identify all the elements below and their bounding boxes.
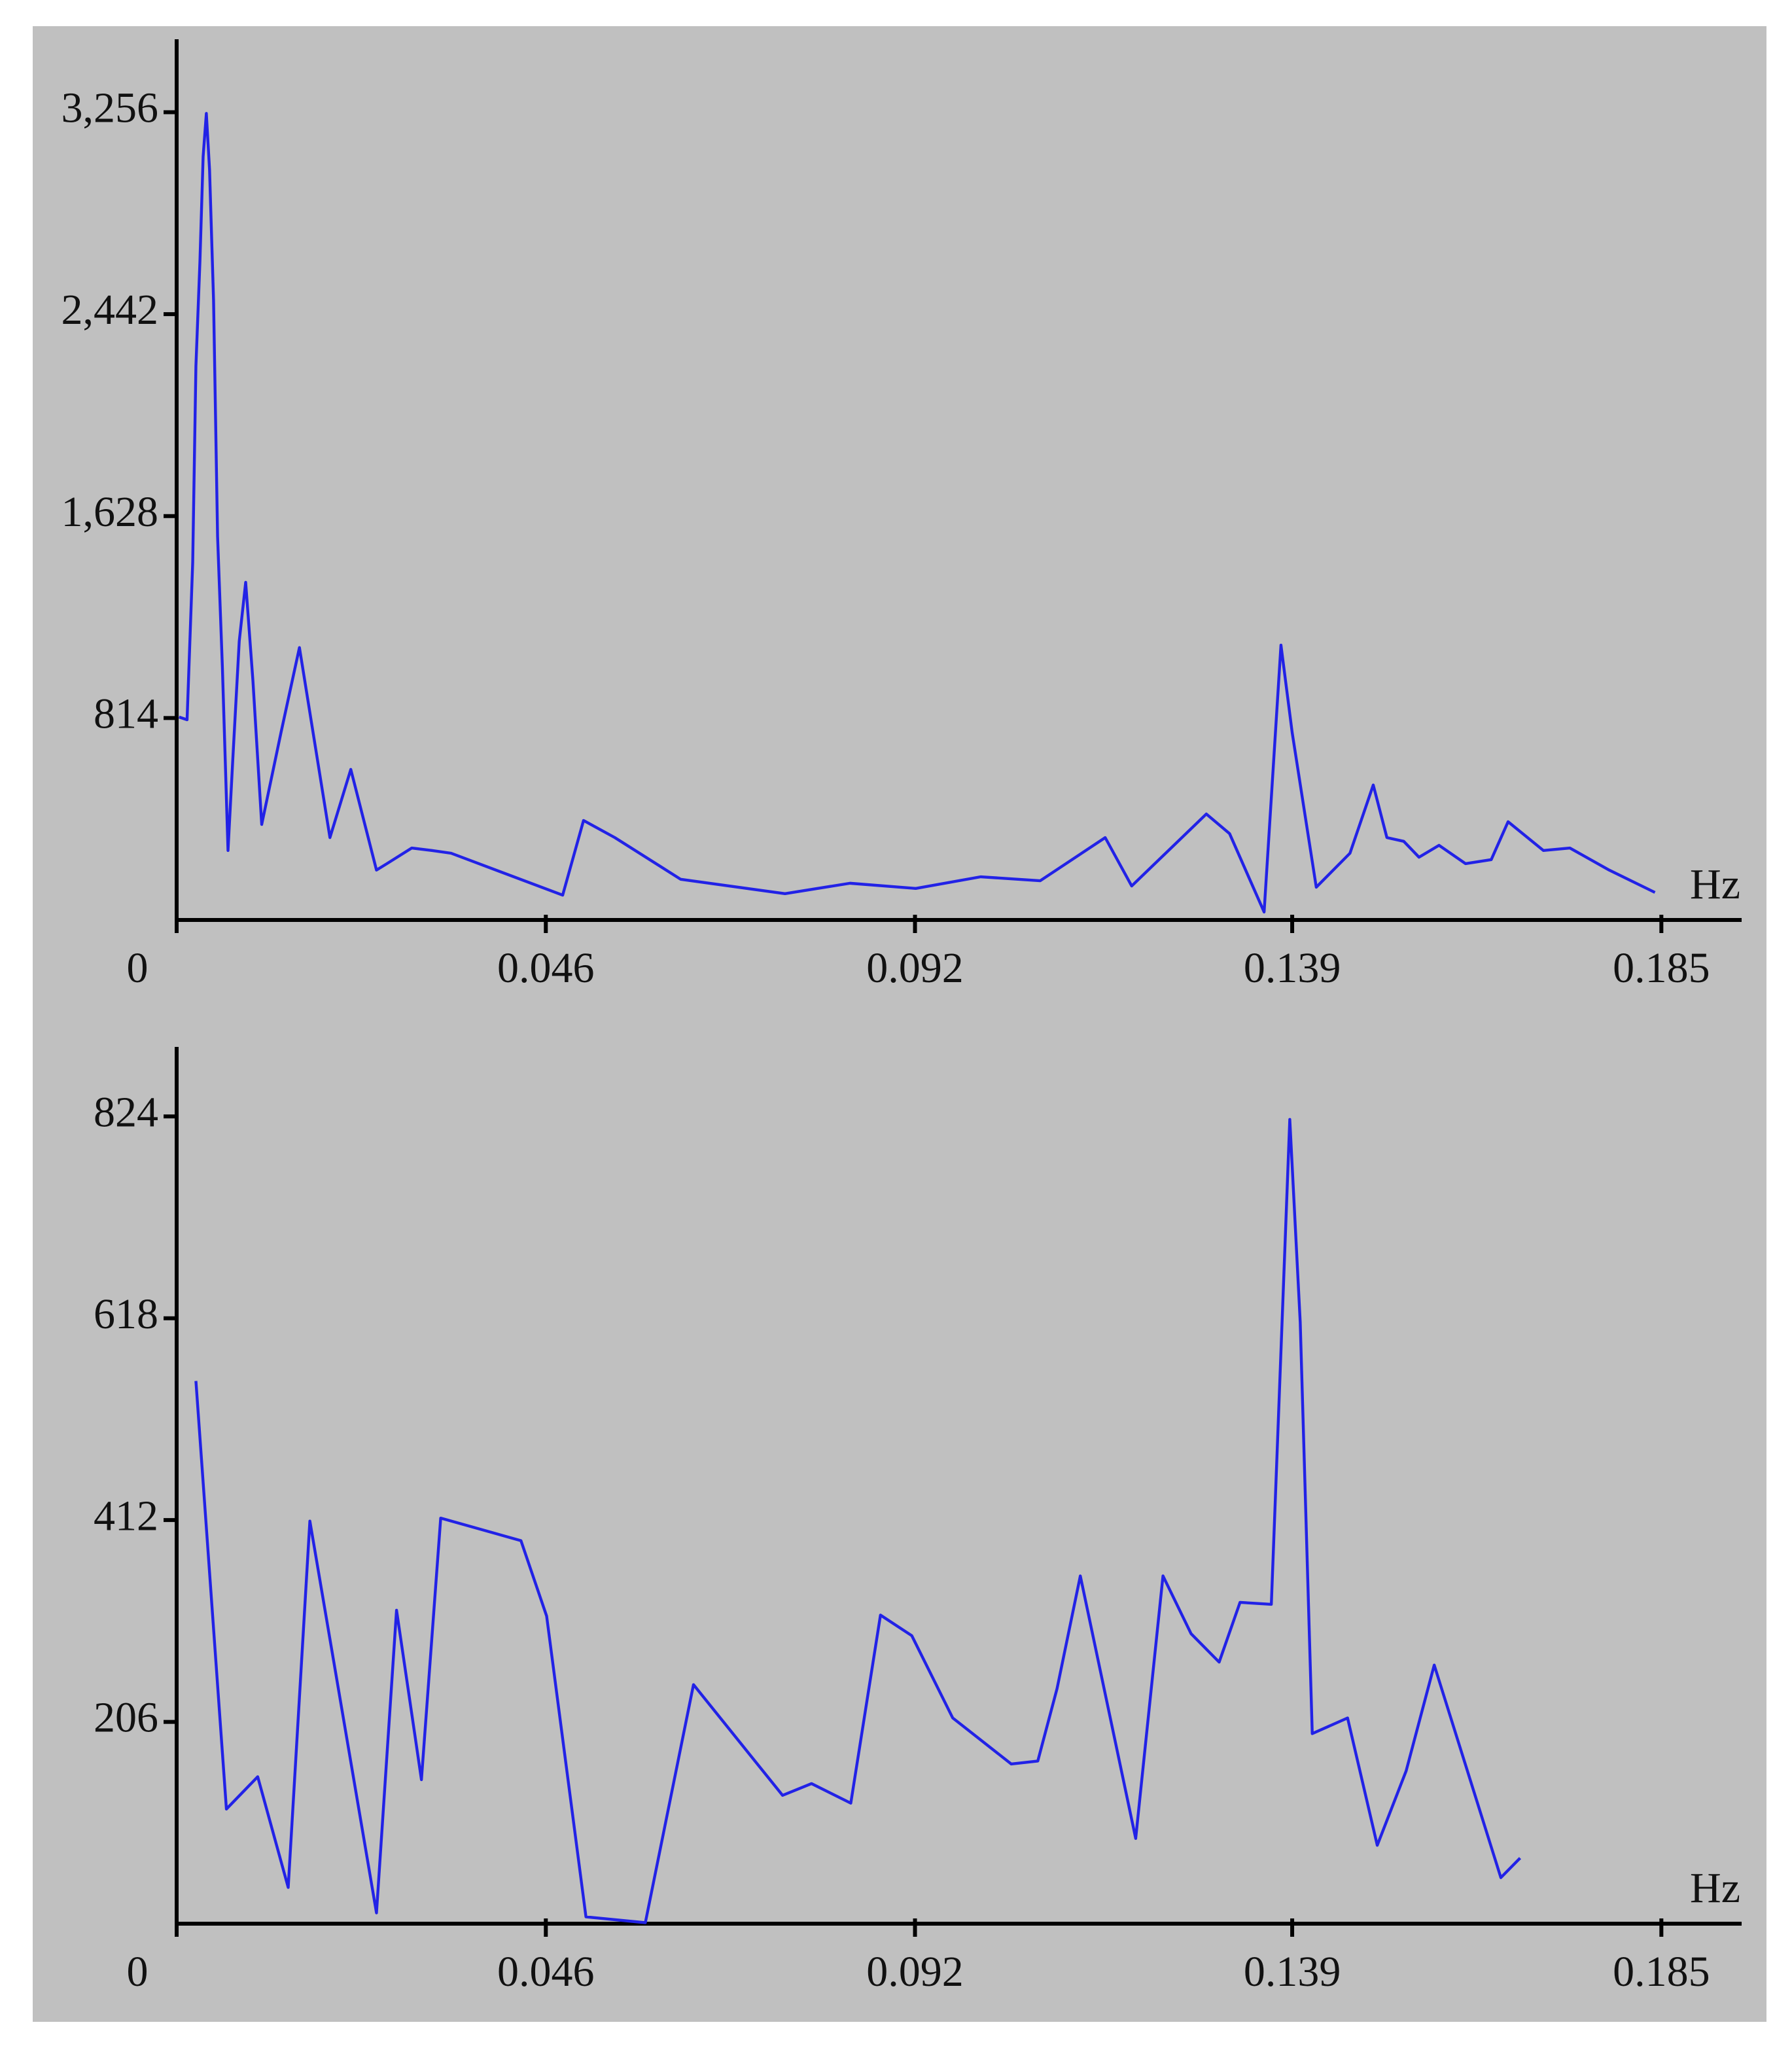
y-tick-label: 2,442 [61, 286, 159, 334]
y-tick-label: 3,256 [61, 84, 159, 132]
y-tick-label: 824 [94, 1088, 158, 1136]
x-axis-label: Hz [1690, 860, 1740, 908]
x-tick-label: 0.046 [497, 944, 595, 992]
y-tick-label: 1,628 [61, 488, 159, 536]
x-tick-label: 0.092 [866, 944, 964, 992]
x-tick-label: 0.139 [1244, 944, 1341, 992]
y-tick-label: 814 [94, 690, 158, 738]
y-tick-label: 412 [94, 1492, 158, 1540]
x-tick-label: 0.185 [1613, 1948, 1710, 1996]
x-tick-label: 0 [127, 1948, 149, 1996]
x-tick-label: 0.046 [497, 1948, 595, 1996]
data-line [194, 1118, 1522, 1924]
panel-background [33, 26, 1766, 2022]
data-line [178, 112, 1656, 914]
x-axis-label: Hz [1690, 1864, 1740, 1912]
x-tick-label: 0 [127, 944, 149, 992]
x-tick-label: 0.139 [1244, 1948, 1341, 1996]
y-tick-label: 618 [94, 1290, 158, 1338]
y-tick-label: 206 [94, 1694, 158, 1742]
x-tick-label: 0.185 [1613, 944, 1710, 992]
x-tick-label: 0.092 [866, 1948, 964, 1996]
